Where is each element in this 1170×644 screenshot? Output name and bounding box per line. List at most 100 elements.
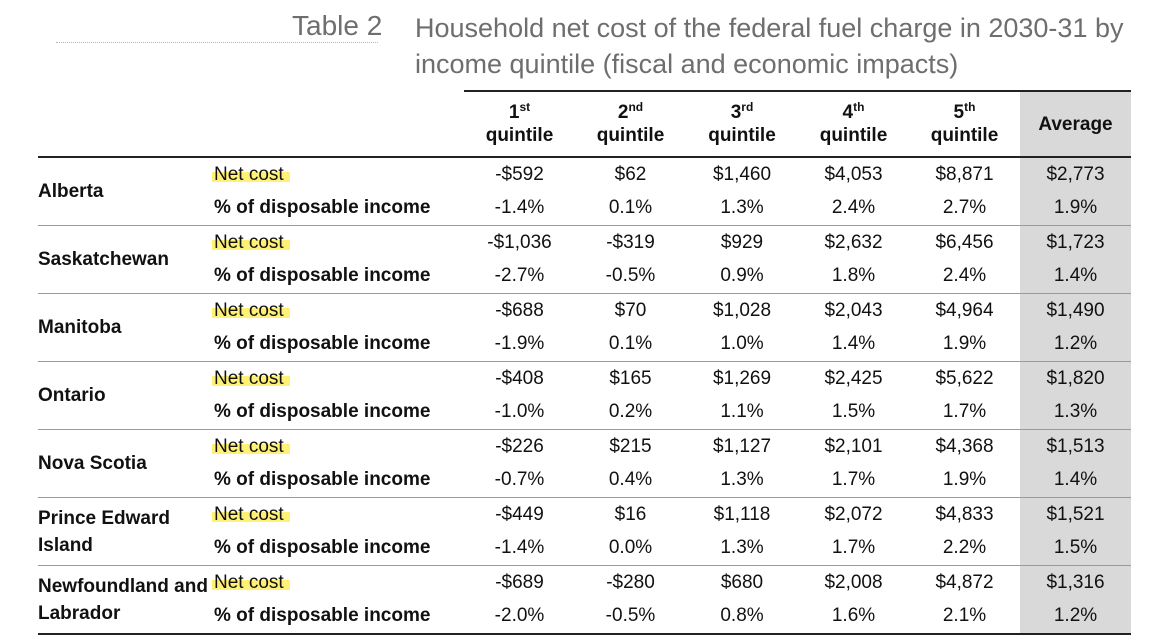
table-row-newfoundland-and-labrador-pct-income: % of disposable income -2.0% -0.5% 0.8% 1.6%… <box>38 599 1131 635</box>
net-cost-q1: -$1,036 <box>464 225 575 260</box>
highlighted-net-cost-label: Net cost <box>212 163 290 185</box>
net-cost-q4: $2,632 <box>798 225 909 260</box>
pct-income-q2: 0.0% <box>608 537 653 559</box>
pct-income-q5: 2.2% <box>942 537 987 559</box>
table-body: Alberta Net cost -$592 $62 $1,460 $4,053 $8,87… <box>38 157 1131 635</box>
fuel-charge-table: 1st quintile 2nd quintile 3rd quintile 4th q… <box>38 90 1131 635</box>
average-pct-income: 1.3% <box>1020 395 1131 430</box>
average-pct-income: 1.4% <box>1020 463 1131 498</box>
header-quintile-3: 3rd quintile <box>686 90 798 158</box>
pct-income-q2: 0.4% <box>608 469 653 491</box>
average-pct-income: 1.2% <box>1020 599 1131 635</box>
net-cost-q5: $4,368 <box>909 429 1020 464</box>
average-pct-income: 1.4% <box>1020 259 1131 294</box>
header-row: 1st quintile 2nd quintile 3rd quintile 4th q… <box>38 90 1131 158</box>
net-cost-q2: $16 <box>575 497 686 532</box>
metric-label-net-cost: Net cost <box>212 293 464 328</box>
header-quintile-2: 2nd quintile <box>575 90 686 158</box>
net-cost-q5: $5,622 <box>909 361 1020 396</box>
pct-income-q3: 0.8% <box>686 599 798 635</box>
header-quintile-1: 1st quintile <box>464 90 575 158</box>
pct-income-q4: 2.4% <box>831 197 876 219</box>
metric-label-pct-income: % of disposable income <box>214 197 431 219</box>
pct-income-q4: 1.7% <box>831 469 876 491</box>
province-name-manitoba: Manitoba <box>38 293 214 362</box>
table-row-saskatchewan-pct-income: % of disposable income -2.7% -0.5% 0.9% 1.8%… <box>38 259 1131 294</box>
table-row-newfoundland-and-labrador-net-cost: Newfoundland and Labrador Net cost -$689 -$… <box>38 565 1131 635</box>
table-row-alberta-net-cost: Alberta Net cost -$592 $62 $1,460 $4,053 $8,87… <box>38 157 1131 202</box>
table-row-manitoba-pct-income: % of disposable income -1.9% 0.1% 1.0% 1.4% 1… <box>38 327 1131 362</box>
net-cost-q1: -$226 <box>464 429 575 464</box>
pct-income-q2: -0.5% <box>575 599 686 635</box>
table-row-alberta-pct-income: % of disposable income -1.4% 0.1% 1.3% 2.4% 2… <box>38 191 1131 226</box>
header-blank-province <box>38 91 214 158</box>
pct-income-q3: 1.0% <box>720 333 764 355</box>
pct-income-q2: 0.1% <box>608 333 653 355</box>
pct-income-q4: 1.8% <box>831 265 876 287</box>
average-net-cost: $1,521 <box>1020 497 1131 532</box>
pct-income-q3: 0.9% <box>720 265 764 287</box>
net-cost-q4: $2,072 <box>798 497 909 532</box>
pct-income-q1: -1.4% <box>494 197 545 219</box>
table-row-prince-edward-island-net-cost: Prince Edward Island Net cost -$449 $16 $1,1… <box>38 497 1131 566</box>
net-cost-q1: -$689 <box>464 565 575 600</box>
table-number: Table 2 <box>292 10 383 41</box>
highlighted-net-cost-label: Net cost <box>212 367 290 389</box>
average-net-cost: $2,773 <box>1020 157 1131 192</box>
net-cost-q2: $62 <box>614 163 647 185</box>
net-cost-q2: $215 <box>575 429 686 464</box>
net-cost-q3: $1,127 <box>686 429 798 464</box>
net-cost-q4: $4,053 <box>824 163 883 185</box>
table-row-ontario-net-cost: Ontario Net cost -$408 $165 $1,269 $2,425 $5,6… <box>38 361 1131 430</box>
net-cost-q4: $2,008 <box>798 565 909 600</box>
table-caption: Table 2 Household net cost of the federa… <box>0 6 1170 86</box>
pct-income-q3: 1.3% <box>720 537 764 559</box>
pct-income-q5: 2.4% <box>942 265 987 287</box>
net-cost-q2: -$319 <box>575 225 686 260</box>
net-cost-q3: $929 <box>686 225 798 260</box>
highlighted-net-cost-label: Net cost <box>212 503 290 525</box>
pct-income-q3: 1.3% <box>720 469 764 491</box>
highlighted-net-cost-label: Net cost <box>212 571 290 593</box>
table-row-saskatchewan-net-cost: Saskatchewan Net cost -$1,036 -$319 $929 $2,6… <box>38 225 1131 294</box>
header-average: Average <box>1020 90 1131 158</box>
average-net-cost: $1,723 <box>1020 225 1131 260</box>
net-cost-q4: $2,425 <box>798 361 909 396</box>
table-row-prince-edward-island-pct-income: % of disposable income -1.4% 0.0% 1.3% 1.7% 2… <box>38 531 1131 566</box>
pct-income-q3: 1.1% <box>720 401 764 423</box>
pct-income-q4: 1.4% <box>831 333 876 355</box>
pct-income-q1: -1.9% <box>494 333 545 355</box>
metric-label-pct-income: % of disposable income <box>214 469 431 491</box>
net-cost-q1: -$408 <box>464 361 575 396</box>
pct-income-q2: -0.5% <box>605 265 656 287</box>
net-cost-q5: $6,456 <box>909 225 1020 260</box>
pct-income-q2: 0.1% <box>608 197 653 219</box>
net-cost-q3: $1,460 <box>712 163 772 185</box>
metric-label-net-cost: Net cost <box>212 361 464 396</box>
net-cost-q4: $2,043 <box>798 293 909 328</box>
pct-income-q5: 2.7% <box>942 197 987 219</box>
pct-income-q5: 1.7% <box>942 401 987 423</box>
table-row-nova-scotia-pct-income: % of disposable income -0.7% 0.4% 1.3% 1.7% 1… <box>38 463 1131 498</box>
pct-income-q2: 0.2% <box>608 401 653 423</box>
net-cost-q5: $8,871 <box>935 163 994 185</box>
header-quintile-5: 5th quintile <box>909 90 1020 158</box>
net-cost-q3: $1,118 <box>686 497 798 532</box>
average-pct-income: 1.9% <box>1020 191 1131 226</box>
metric-label-pct-income: % of disposable income <box>214 599 464 635</box>
pct-income-q1: -0.7% <box>494 469 545 491</box>
net-cost-q1: -$449 <box>464 497 575 532</box>
average-pct-income: 1.5% <box>1020 531 1131 566</box>
average-pct-income: 1.2% <box>1020 327 1131 362</box>
province-name-newfoundland-and-labrador: Newfoundland and Labrador <box>38 565 214 635</box>
metric-label-net-cost: Net cost <box>212 157 464 192</box>
highlighted-net-cost-label: Net cost <box>212 435 290 457</box>
table-row-manitoba-net-cost: Manitoba Net cost -$688 $70 $1,028 $2,043 $4,9… <box>38 293 1131 362</box>
pct-income-q5: 1.9% <box>942 469 987 491</box>
pct-income-q5: 1.9% <box>942 333 987 355</box>
province-name-saskatchewan: Saskatchewan <box>38 225 214 294</box>
header-quintile-4: 4th quintile <box>798 90 909 158</box>
pct-income-q1: -2.0% <box>464 599 575 635</box>
net-cost-q5: $4,964 <box>909 293 1020 328</box>
net-cost-q5: $4,872 <box>909 565 1020 600</box>
